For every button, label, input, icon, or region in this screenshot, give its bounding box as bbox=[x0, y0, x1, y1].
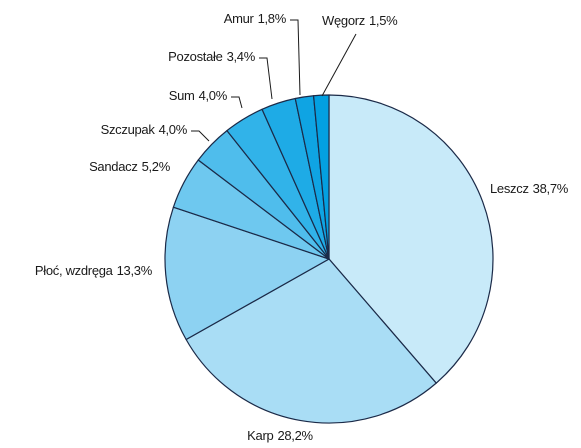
pie-slice bbox=[185, 258, 437, 424]
value-label: 38,7% bbox=[533, 181, 569, 196]
slice-label: Leszcz 38,7% bbox=[490, 181, 569, 196]
slice-label: Szczupak 4,0% bbox=[101, 122, 188, 137]
slice-label: Karp 28,2% bbox=[247, 428, 313, 443]
pie-slice bbox=[328, 94, 494, 384]
category-label: Pozostałe bbox=[168, 49, 222, 64]
value-label: 4,0% bbox=[159, 122, 188, 137]
value-label: 5,2% bbox=[142, 159, 171, 174]
slice-label: Węgorz 1,5% bbox=[322, 13, 398, 28]
category-label: Szczupak bbox=[101, 122, 156, 137]
leader-line bbox=[259, 57, 273, 100]
leader-line bbox=[231, 96, 243, 109]
slice-label: Płoć, wzdręga 13,3% bbox=[35, 263, 153, 278]
category-label: Karp bbox=[247, 428, 273, 443]
slice-label: Amur 1,8% bbox=[224, 11, 287, 26]
pie-slice bbox=[164, 206, 330, 341]
value-label: 4,0% bbox=[199, 88, 228, 103]
value-label: 1,5% bbox=[369, 13, 398, 28]
category-label: Węgorz bbox=[322, 13, 365, 28]
category-label: Leszcz bbox=[490, 181, 529, 196]
category-label: Amur bbox=[224, 11, 255, 26]
slice-label: Sandacz 5,2% bbox=[89, 159, 171, 174]
leader-line bbox=[191, 130, 210, 142]
category-label: Sum bbox=[169, 88, 195, 103]
value-label: 13,3% bbox=[117, 263, 153, 278]
category-label: Płoć, wzdręga bbox=[35, 263, 114, 278]
slice-label: Sum 4,0% bbox=[169, 88, 228, 103]
pie-slice bbox=[312, 94, 330, 260]
value-label: 1,8% bbox=[258, 11, 287, 26]
slice-label: Pozostałe 3,4% bbox=[168, 49, 256, 64]
value-label: 3,4% bbox=[227, 49, 256, 64]
leader-line bbox=[290, 19, 301, 96]
value-label: 28,2% bbox=[277, 428, 313, 443]
category-label: Sandacz bbox=[89, 159, 138, 174]
leader-line bbox=[321, 33, 357, 97]
